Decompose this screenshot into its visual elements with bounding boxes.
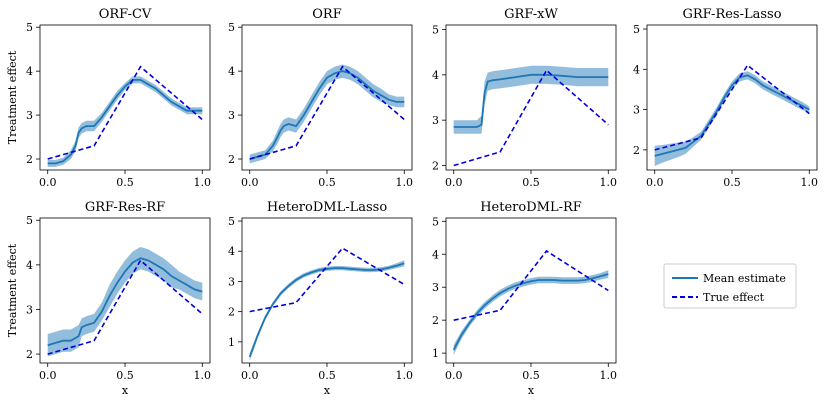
x-tick-label: 0.5 [723,176,741,189]
confidence-band [453,65,609,134]
x-tick-label: 0.0 [646,176,664,189]
y-tick-label: 5 [633,23,640,36]
mean-estimate-line [249,70,405,160]
x-axis-label: x [324,384,331,397]
x-tick-label: 0.0 [445,176,463,189]
panel-title: HeteroDML-RF [480,200,582,215]
true-effect-line [453,249,609,321]
true-effect-line [47,65,203,160]
mean-estimate-line [654,74,810,157]
y-tick-label: 4 [26,259,33,272]
x-tick-label: 1.0 [600,369,618,382]
confidence-band [249,64,405,164]
x-tick-label: 0.0 [445,369,463,382]
y-tick-label: 2 [432,159,439,172]
legend-mean-label: Mean estimate [703,272,786,285]
mean-estimate-line [248,262,405,358]
x-tick-label: 1.0 [801,176,819,189]
x-tick-label: 0.5 [522,369,540,382]
panel-2: ORF 0.0 0.5 1.0 2 3 4 5 [228,7,413,189]
panel-4: GRF-Res-Lasso 0.0 0.5 1.0 2 3 4 5 [633,7,818,189]
y-tick-label: 3 [26,109,33,122]
y-tick-label: 3 [26,303,33,316]
y-tick-label: 3 [633,104,640,117]
panel-7: HeteroDML-RF 0.0 0.5 1.0 1 2 3 4 5 x [432,200,617,397]
y-tick-label: 5 [228,21,235,34]
legend: Mean estimate True effect [663,263,797,309]
x-tick-label: 0.5 [116,176,134,189]
x-axis-label: x [528,384,535,397]
panel-title: ORF [312,7,341,22]
confidence-band [47,76,203,167]
x-tick-label: 1.0 [194,369,212,382]
plot-frame [445,24,617,171]
x-tick-label: 0.5 [318,176,336,189]
y-tick-label: 5 [432,215,439,228]
panel-title: HeteroDML-Lasso [267,200,387,215]
y-tick-label: 3 [228,275,235,288]
y-tick-label: 5 [26,21,33,34]
x-tick-label: 0.0 [241,369,259,382]
y-tick-label: 2 [432,314,439,327]
x-tick-label: 1.0 [194,176,212,189]
panel-5: GRF-Res-RF 0.0 0.5 1.0 2 3 4 5 x Treatment effect [6,200,211,397]
y-tick-label: 4 [633,63,640,76]
panel-6: HeteroDML-Lasso 0.0 0.5 1.0 1 2 3 4 5 x [228,200,413,397]
true-effect-line [249,247,405,313]
true-effect-line [654,64,810,151]
x-tick-label: 1.0 [600,176,618,189]
y-tick-label: 5 [26,214,33,227]
legend-true-label: True effect [703,291,765,304]
x-tick-label: 0.5 [318,369,336,382]
y-tick-label: 2 [228,153,235,166]
mean-estimate-line [452,273,609,351]
y-tick-label: 4 [432,248,439,261]
x-tick-label: 0.5 [116,369,134,382]
confidence-band [249,260,405,361]
y-tick-label: 1 [432,347,439,360]
panel-3: GRF-xW 0.0 0.5 1.0 2 3 4 5 [432,7,617,189]
panel-1: ORF-CV 0.0 0.5 1.0 2 3 4 5 Treatment effect [6,7,211,189]
true-effect-line [453,69,609,167]
y-tick-label: 3 [432,281,439,294]
y-tick-label: 5 [432,24,439,37]
plot-frame [241,217,413,364]
y-tick-label: 1 [228,336,235,349]
x-tick-label: 0.0 [39,176,57,189]
panel-title: GRF-Res-Lasso [682,7,781,22]
y-tick-label: 2 [633,144,640,157]
x-tick-label: 1.0 [396,369,414,382]
y-tick-label: 4 [228,65,235,78]
x-tick-label: 0.0 [241,176,259,189]
x-axis-label: x [122,384,129,397]
plot-frame [39,24,211,171]
panel-title: ORF-CV [99,7,152,22]
panel-title: GRF-xW [504,7,558,22]
true-effect-line [47,259,203,355]
x-tick-label: 1.0 [396,176,414,189]
x-tick-label: 0.5 [522,176,540,189]
y-tick-label: 3 [228,109,235,122]
mean-estimate-line [453,73,609,128]
y-tick-label: 3 [432,114,439,127]
true-effect-line [249,65,405,160]
panel-title: GRF-Res-RF [85,200,165,215]
y-tick-label: 2 [26,348,33,361]
y-tick-label: 4 [432,69,439,82]
y-axis-label: Treatment effect [6,243,19,337]
confidence-band [47,247,203,357]
y-tick-label: 4 [228,245,235,258]
mean-estimate-line [47,79,203,165]
y-tick-label: 4 [26,65,33,78]
y-tick-label: 5 [228,215,235,228]
y-tick-label: 2 [228,306,235,319]
y-axis-label: Treatment effect [6,50,19,144]
x-tick-label: 0.0 [39,369,57,382]
plot-frame [445,217,617,364]
mean-estimate-line [47,257,203,347]
y-tick-label: 2 [26,153,33,166]
